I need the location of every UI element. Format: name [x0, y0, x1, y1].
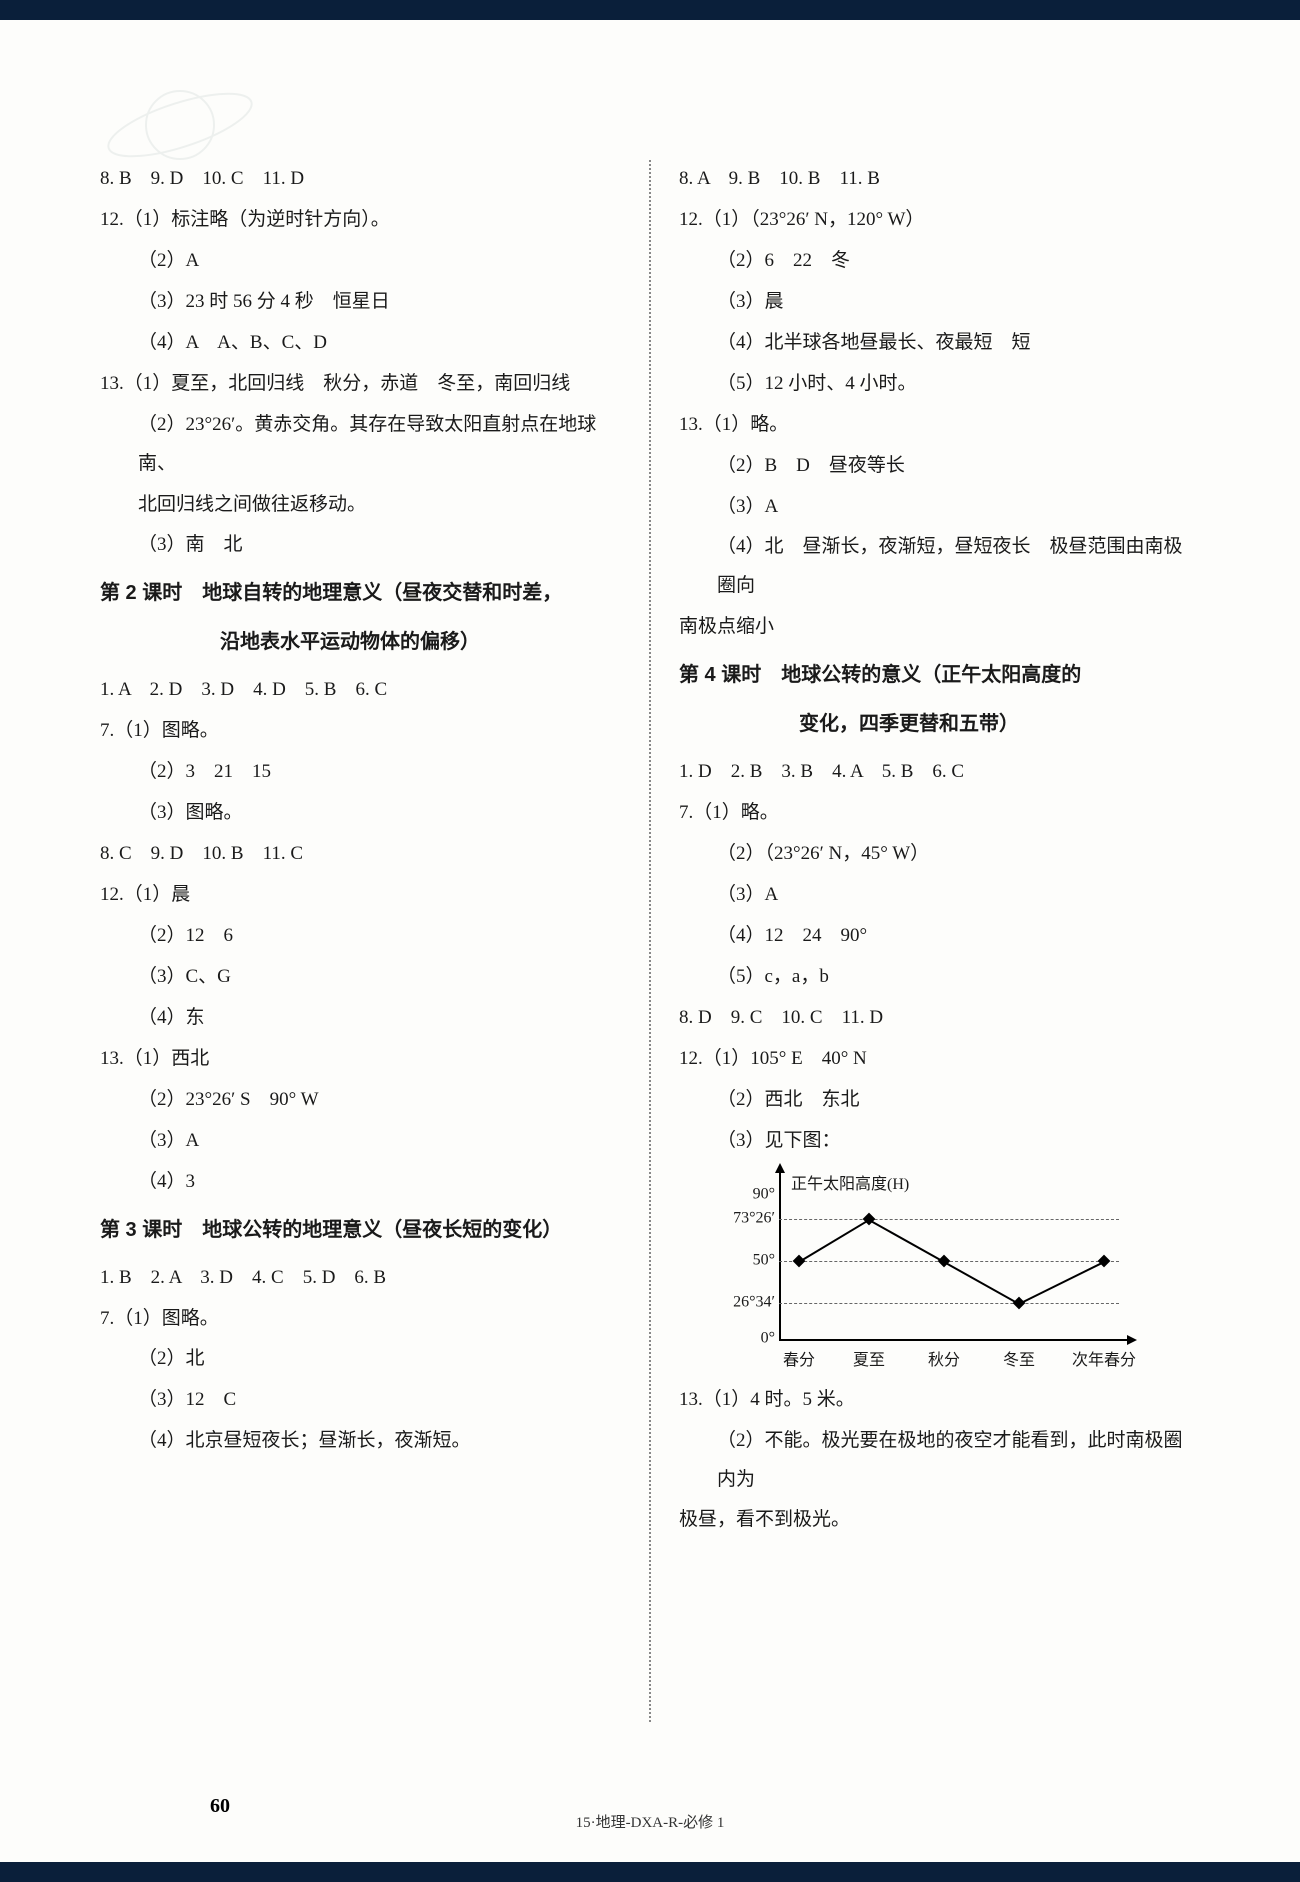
y-tick: 0°: [719, 1322, 775, 1355]
text-line: 13.（1）夏至，北回归线 秋分，赤道 冬至，南回归线: [100, 365, 621, 404]
text-line: （2）（23°26′ N，45° W）: [679, 835, 1200, 874]
text-line: 13.（1）4 时。5 米。: [679, 1381, 1200, 1420]
chart-segment: [869, 1219, 945, 1263]
text-line: 第 4 课时 地球公转的意义（正午太阳高度的: [679, 655, 1200, 696]
text-line: 1. B 2. A 3. D 4. C 5. D 6. B: [100, 1259, 621, 1298]
text-line: （2）不能。极光要在极地的夜空才能看到，此时南极圈内为: [679, 1422, 1200, 1500]
text-line: （5）12 小时、4 小时。: [679, 365, 1200, 404]
text-line: （4）东: [100, 999, 621, 1038]
text-line: 1. D 2. B 3. B 4. A 5. B 6. C: [679, 753, 1200, 792]
x-tick: 夏至: [853, 1345, 885, 1378]
page-number: 60: [210, 1795, 230, 1818]
text-line: （4）12 24 90°: [679, 917, 1200, 956]
text-line: （5）c，a，b: [679, 958, 1200, 997]
text-line: 8. C 9. D 10. B 11. C: [100, 835, 621, 874]
text-line: （2）6 22 冬: [679, 242, 1200, 281]
page: 8. B 9. D 10. C 11. D12.（1）标注略（为逆时针方向）。（…: [0, 20, 1300, 1862]
text-line: （4）北半球各地昼最长、夜最短 短: [679, 324, 1200, 363]
text-line: 南极点缩小: [679, 608, 1200, 647]
planet-watermark: [90, 70, 270, 180]
chart-point: [793, 1254, 806, 1267]
text-line: 12.（1）105° E 40° N: [679, 1040, 1200, 1079]
text-line: 极昼，看不到极光。: [679, 1501, 1200, 1540]
text-line: （4）3: [100, 1163, 621, 1202]
chart-title: 正午太阳高度(H): [791, 1169, 909, 1202]
text-line: （2）北: [100, 1340, 621, 1379]
y-tick: 73°26′: [719, 1202, 775, 1235]
text-line: （3）A: [679, 488, 1200, 527]
text-line: 12.（1）晨: [100, 876, 621, 915]
text-line: （3）晨: [679, 283, 1200, 322]
x-tick: 春分: [783, 1345, 815, 1378]
text-line: 12.（1）标注略（为逆时针方向）。: [100, 201, 621, 240]
text-line: （2）西北 东北: [679, 1081, 1200, 1120]
right-column: 8. A 9. B 10. B 11. B12.（1）（23°26′ N，120…: [651, 160, 1200, 1722]
text-line: （4）北 昼渐长，夜渐短，昼短夜长 极昼范围由南极圈向: [679, 528, 1200, 606]
x-axis: [779, 1339, 1129, 1341]
text-line: 13.（1）西北: [100, 1040, 621, 1079]
text-line: 7.（1）图略。: [100, 1300, 621, 1339]
footer-text: 15·地理-DXA-R-必修 1: [576, 1811, 725, 1832]
text-line: （3）A: [679, 876, 1200, 915]
left-column: 8. B 9. D 10. C 11. D12.（1）标注略（为逆时针方向）。（…: [100, 160, 649, 1722]
text-line: （3）南 北: [100, 526, 621, 565]
text-line: 第 2 课时 地球自转的地理意义（昼夜交替和时差，: [100, 573, 621, 614]
text-line: （2）A: [100, 242, 621, 281]
text-line: （2）B D 昼夜等长: [679, 447, 1200, 486]
x-tick: 冬至: [1003, 1345, 1035, 1378]
y-tick: 26°34′: [719, 1286, 775, 1319]
text-line: 变化，四季更替和五带）: [679, 704, 1200, 745]
text-line: 北回归线之间做往返移动。: [100, 486, 621, 525]
altitude-chart: 正午太阳高度(H)90°73°26′50°26°34′0°春分夏至秋分冬至次年春…: [719, 1171, 1139, 1371]
text-line: （4）A A、B、C、D: [100, 324, 621, 363]
text-line: （2）23°26′。黄赤交角。其存在导致太阳直射点在地球南、: [100, 406, 621, 484]
grid-line: [779, 1303, 1119, 1304]
text-line: 7.（1）略。: [679, 794, 1200, 833]
text-line: 8. A 9. B 10. B 11. B: [679, 160, 1200, 199]
text-line: 13.（1）略。: [679, 406, 1200, 445]
chart-point: [1013, 1296, 1026, 1309]
text-line: （3）A: [100, 1122, 621, 1161]
text-line: 1. A 2. D 3. D 4. D 5. B 6. C: [100, 671, 621, 710]
content-columns: 8. B 9. D 10. C 11. D12.（1）标注略（为逆时针方向）。（…: [100, 160, 1200, 1722]
text-line: 第 3 课时 地球公转的地理意义（昼夜长短的变化）: [100, 1210, 621, 1251]
text-line: （2）3 21 15: [100, 753, 621, 792]
x-tick: 秋分: [928, 1345, 960, 1378]
y-axis: [779, 1171, 781, 1341]
text-line: 沿地表水平运动物体的偏移）: [100, 622, 621, 663]
text-line: 12.（1）（23°26′ N，120° W）: [679, 201, 1200, 240]
text-line: （3）C、G: [100, 958, 621, 997]
text-line: （2）12 6: [100, 917, 621, 956]
x-tick: 次年春分: [1072, 1345, 1136, 1378]
text-line: （3）图略。: [100, 794, 621, 833]
text-line: （3）12 C: [100, 1381, 621, 1420]
text-line: （4）北京昼短夜长；昼渐长，夜渐短。: [100, 1422, 621, 1461]
chart-segment: [1019, 1261, 1105, 1305]
grid-line: [779, 1219, 1119, 1220]
chart-segment: [798, 1219, 869, 1263]
text-line: 8. D 9. C 10. C 11. D: [679, 999, 1200, 1038]
text-line: 7.（1）图略。: [100, 712, 621, 751]
text-line: （3）见下图：: [679, 1122, 1200, 1161]
text-line: （3）23 时 56 分 4 秒 恒星日: [100, 283, 621, 322]
chart-segment: [944, 1261, 1020, 1305]
y-tick: 50°: [719, 1244, 775, 1277]
text-line: （2）23°26′ S 90° W: [100, 1081, 621, 1120]
